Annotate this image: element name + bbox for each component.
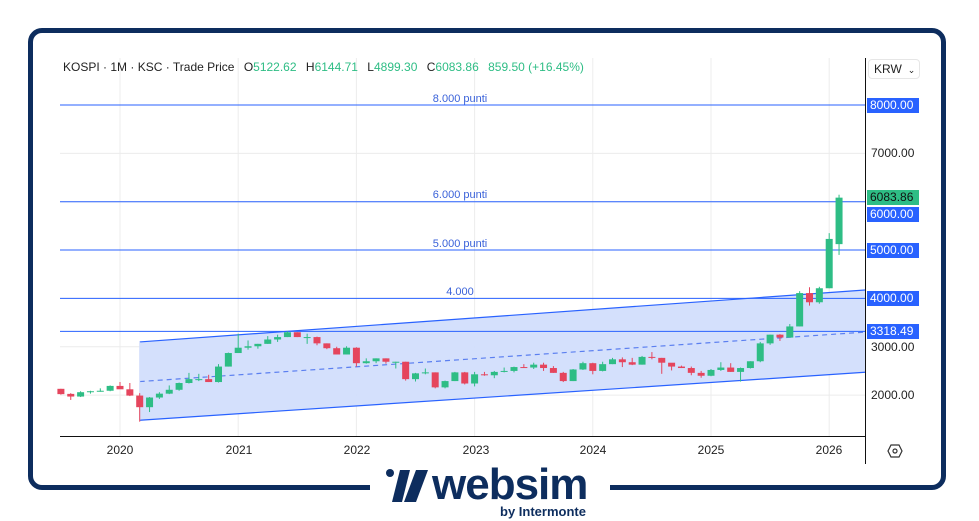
time-axis-label: 2023 [462,443,490,457]
high-label: H [305,60,315,74]
logo-subtitle: by Intermonte [500,504,586,519]
logo-wordmark: websim [432,460,588,509]
price-badge-8000: 8000.00 [867,98,919,113]
price-badge-5000: 5000.00 [867,243,919,258]
price-axis-label: 3000.00 [871,340,915,354]
low-value: 4899.30 [373,60,418,74]
currency-selector[interactable]: KRW ⌄ [868,59,920,79]
currency-value: KRW [874,62,902,76]
hline-label-6000: 6.000 punti [432,189,488,201]
time-axis-label: 2025 [697,443,725,457]
hline-label-5000: 5.000 punti [432,238,488,250]
open-label: O [243,60,254,74]
gear-icon[interactable] [887,444,903,458]
symbol-name[interactable]: KOSPI [63,60,100,74]
time-axis-label: 2021 [225,443,253,457]
close-label: C [426,60,436,74]
price-axis-line[interactable] [865,58,866,464]
symbol-legend: KOSPI · 1M · KSC · Trade Price O5122.62 … [63,60,584,74]
websim-logo: websim by Intermonte [370,460,610,520]
websim-logo-mark-icon [386,469,428,502]
price-axis-label: 2000.00 [871,388,915,402]
price-badge-6000: 6000.00 [867,207,919,222]
price-badge-4000: 4000.00 [867,291,919,306]
time-axis-line[interactable] [60,436,866,437]
low-label: L [367,60,374,74]
time-axis-label: 2022 [343,443,371,457]
time-axis-label: 2024 [579,443,607,457]
price-badge-last: 6083.86 [867,190,919,205]
high-value: 6144.71 [314,60,358,74]
open-value: 5122.62 [253,60,297,74]
time-axis-label: 2026 [815,443,843,457]
interval[interactable]: 1M [110,60,128,74]
hline-label-4000: 4.000 [446,286,474,298]
price-axis-label: 7000.00 [871,146,915,160]
price-type: Trade Price [172,60,235,74]
exchange: KSC [137,60,163,74]
time-axis-label: 2020 [106,443,134,457]
chevron-down-icon: ⌄ [907,65,916,75]
price-badge-3318: 3318.49 [867,324,919,339]
close-value: 6083.86 [435,60,479,74]
change-value: 859.50 (+16.45%) [488,60,584,74]
hline-label-8000: 8.000 punti [432,93,488,105]
